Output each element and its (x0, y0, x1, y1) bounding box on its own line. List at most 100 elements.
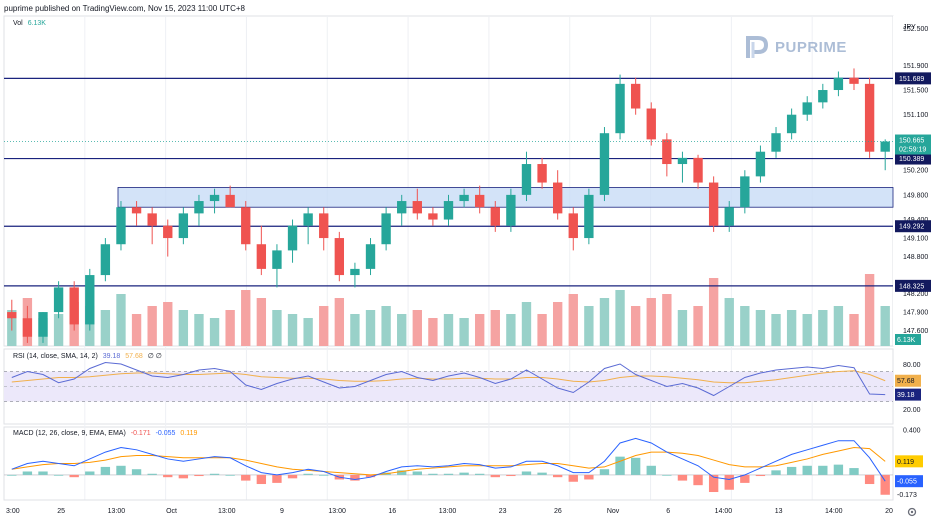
macd-histogram-bar (693, 474, 703, 486)
macd-histogram-bar (443, 473, 454, 475)
current-price-badge (895, 134, 931, 155)
price-tick-label: 151.100 (903, 112, 928, 119)
candle-body (397, 201, 407, 214)
volume-bar (131, 314, 142, 346)
macd-histogram-bar (225, 474, 235, 476)
price-tick-label: 148.200 (903, 291, 928, 298)
macd-histogram-bar (552, 474, 563, 478)
candle-body (740, 176, 750, 208)
macd-histogram-bar (85, 471, 95, 475)
candle-body (802, 102, 812, 115)
volume-bar (116, 294, 126, 346)
rsi-extra: ∅ ∅ (147, 353, 162, 360)
macd-histogram-bar (397, 470, 407, 475)
volume-bar (490, 310, 500, 346)
macd-histogram-bar (147, 473, 157, 475)
rsi-value-badge (895, 388, 921, 401)
volume-bar (802, 314, 812, 346)
time-axis-label: 13:00 (218, 508, 236, 515)
price-tick-label: 149.800 (903, 192, 928, 199)
volume-bar (755, 310, 766, 346)
macd-value-label: -0.173 (897, 492, 917, 499)
candle-body (241, 207, 251, 245)
volume-bar (552, 302, 563, 346)
level-label-bg (895, 220, 931, 233)
candle-body (630, 83, 641, 109)
candle-body (521, 164, 532, 195)
macd-histogram-bar (864, 474, 875, 485)
rsi-legend-value: 39.18 (102, 353, 121, 360)
macd-histogram-bar (833, 464, 844, 475)
price-panel-frame (3, 15, 894, 347)
time-axis-label: 3:00 (6, 508, 20, 515)
volume-bar (568, 294, 578, 346)
time-axis-label: 14:00 (715, 508, 733, 515)
candle-body (38, 312, 48, 337)
macd-histogram-bar (537, 472, 547, 475)
level-label-bg (895, 152, 931, 165)
rsi-ma-legend-value: 57.68 (125, 353, 143, 360)
macd-histogram-bar (818, 465, 828, 475)
volume-bar (241, 290, 251, 346)
candle-body (412, 201, 422, 214)
candle-body (662, 139, 672, 165)
candle-body (724, 207, 734, 226)
macd-histogram-bar (209, 473, 220, 475)
volume-value: 6.13K (27, 20, 46, 27)
candle-body (552, 182, 563, 214)
publisher-header: puprime published on TradingView.com, No… (4, 4, 245, 13)
candle-body (771, 133, 781, 152)
candle-body (209, 194, 220, 202)
currency-label: JPY (903, 24, 916, 31)
macd-histogram-bar (630, 457, 641, 475)
volume-bar (677, 310, 688, 346)
rsi-value-label: 39.18 (897, 392, 915, 399)
volume-label: Vol (13, 20, 23, 27)
candle-body (225, 194, 235, 208)
macd-histogram-bar (53, 474, 64, 476)
time-axis-label: 25 (57, 508, 65, 515)
macd-histogram-bar (506, 474, 516, 477)
price-tick-label: 148.800 (903, 254, 928, 261)
candle-body (568, 213, 578, 239)
volume-bar (428, 318, 438, 346)
macd-histogram-bar (7, 474, 17, 476)
level-label: 150.389 (899, 156, 924, 163)
volume-bar (662, 294, 672, 346)
candle-body (677, 157, 688, 165)
rsi-label: RSI (14, close, SMA, 14, 2) (13, 353, 98, 360)
price-tick-label: 151.900 (903, 63, 928, 70)
volume-bar (506, 314, 516, 346)
volume-bar (350, 314, 360, 346)
volume-bar (521, 302, 532, 346)
macd-histogram-bar (287, 474, 298, 479)
time-axis-label: 13:00 (439, 508, 457, 515)
volume-bar (833, 306, 844, 346)
candle-body (272, 250, 282, 269)
candle-body (116, 207, 126, 245)
volume-bar (225, 310, 235, 346)
macd-histogram-bar (256, 474, 267, 485)
time-axis-label: 6 (666, 508, 670, 515)
candle-body (818, 90, 828, 103)
volume-bar (724, 298, 734, 346)
price-tick-label: 147.600 (903, 328, 928, 335)
volume-bar (584, 306, 594, 346)
time-axis-label: 16 (388, 508, 396, 515)
macd-histogram-bar (100, 466, 111, 475)
macd-tick-label: 0.400 (903, 427, 921, 434)
candle-body (615, 83, 625, 134)
macd-histogram-bar (599, 469, 610, 475)
macd-line (11, 437, 886, 482)
volume-bar (397, 314, 407, 346)
candle-body (506, 194, 516, 226)
support-zone (117, 187, 894, 208)
macd-histogram-bar (615, 456, 625, 475)
macd-histogram-bar (272, 474, 282, 483)
candle-body (178, 213, 189, 239)
time-axis-label: 13 (775, 508, 783, 515)
macd-histogram-bar (646, 465, 656, 475)
macd-value-badge (895, 475, 923, 488)
macd-histogram-bar (490, 474, 500, 478)
volume-bar (599, 298, 610, 346)
